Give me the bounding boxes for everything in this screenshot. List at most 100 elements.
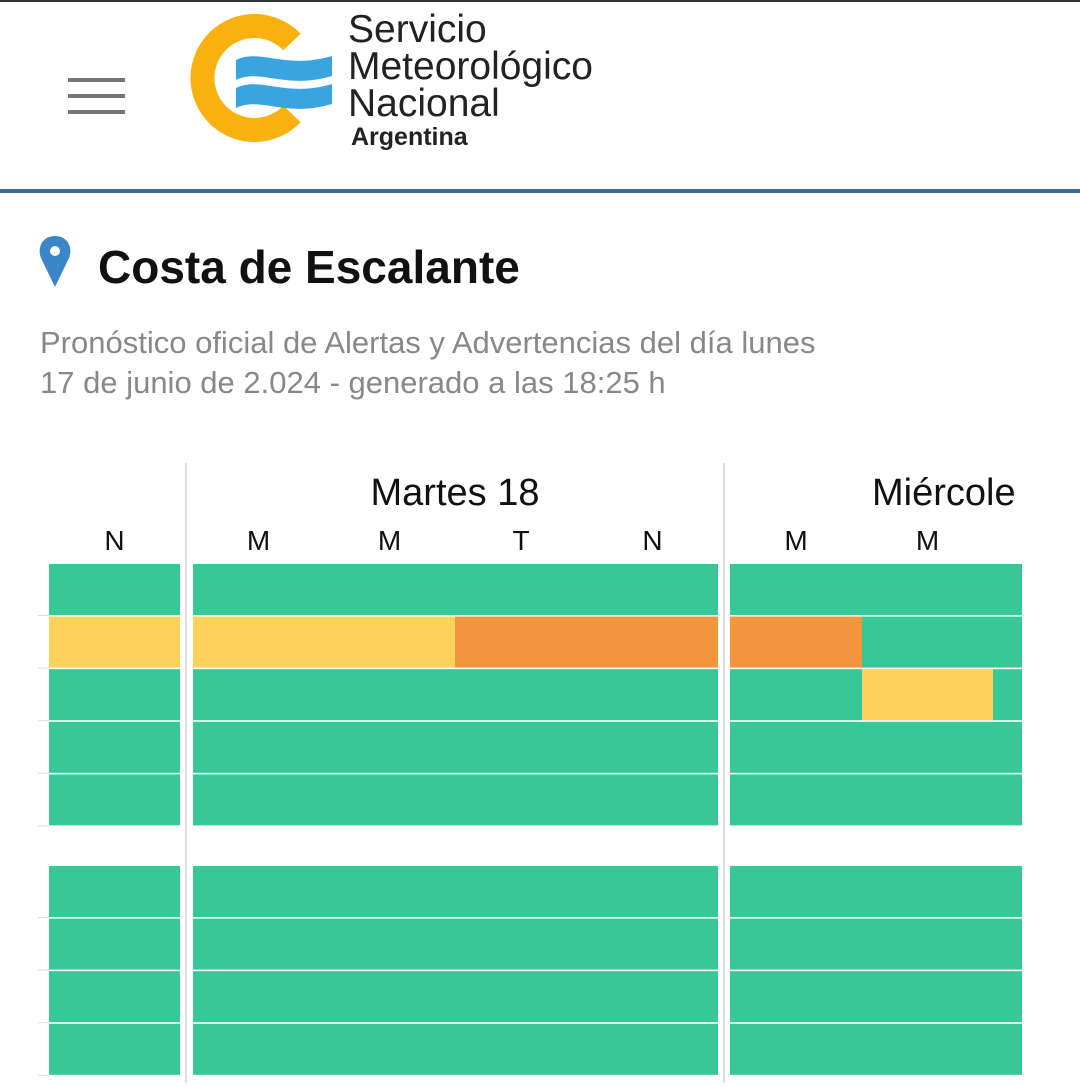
alert-cell [455, 669, 587, 721]
alert-cell [455, 616, 587, 668]
alert-cell [862, 866, 993, 917]
alert-cell [587, 971, 718, 1023]
alert-cell [993, 564, 1022, 615]
alert-grid: Martes 18 Miércole N M M T N M M [38, 472, 1022, 1076]
alert-cell [49, 1023, 180, 1075]
alert-cell [49, 564, 180, 615]
day-label: Martes 18 [371, 472, 540, 514]
alert-cell [49, 918, 180, 970]
row-guide [38, 772, 49, 774]
alert-cell [862, 669, 993, 721]
top-edge [0, 0, 1080, 2]
row-guide [38, 615, 49, 616]
alert-cell [49, 971, 180, 1023]
alert-cell [587, 918, 718, 970]
alert-cell [324, 918, 455, 970]
logo-text: Nacional [348, 82, 500, 125]
alert-cell [49, 616, 180, 668]
alert-cell [455, 1023, 587, 1075]
row-guide [38, 969, 49, 971]
alert-cell [993, 1023, 1022, 1075]
alert-cell [193, 971, 324, 1023]
alert-cell [324, 669, 455, 721]
alert-cell [730, 669, 862, 721]
alert-cell [730, 564, 862, 615]
alert-cell [324, 1023, 455, 1075]
alert-cell [993, 669, 1022, 721]
pin-hole [50, 246, 60, 256]
alert-cell [193, 616, 324, 668]
alert-cell [730, 774, 862, 826]
location-title: Costa de Escalante [98, 241, 520, 293]
alert-cell [455, 918, 587, 970]
alert-cell [587, 774, 718, 826]
logo-country: Argentina [351, 123, 469, 151]
row-guide [38, 667, 49, 669]
row-guide [38, 720, 49, 722]
alert-cell [730, 918, 862, 970]
logo-text: Servicio [348, 8, 487, 51]
logo-text: Meteorológico [348, 45, 593, 88]
period-label: N [642, 525, 662, 556]
alert-cell [993, 866, 1022, 917]
row-guide [38, 825, 49, 827]
alert-cell [455, 564, 587, 615]
alert-cell [730, 971, 862, 1023]
alert-cell [862, 918, 993, 970]
alert-cell [587, 564, 718, 615]
alert-cell [862, 616, 993, 668]
alert-cell [455, 971, 587, 1023]
alert-cell [324, 721, 455, 773]
period-label: M [916, 525, 939, 556]
day-divider [723, 463, 725, 1083]
period-label: N [104, 525, 124, 556]
alert-cell [862, 721, 993, 773]
alert-cell [730, 616, 862, 668]
alert-cell [730, 1023, 862, 1075]
alert-cell [587, 616, 718, 668]
alert-cell [193, 669, 324, 721]
alert-cell [862, 774, 993, 826]
subtitle: 17 de junio de 2.024 - generado a las 18… [40, 365, 666, 400]
alert-cell [324, 774, 455, 826]
alert-cell [49, 866, 180, 917]
alert-cell [455, 866, 587, 917]
alert-cell [49, 721, 180, 773]
logo[interactable]: Servicio Meteorológico Nacional Argentin… [190, 8, 593, 151]
header-divider [0, 189, 1080, 193]
alert-cell [862, 564, 993, 615]
alert-cell [324, 564, 455, 615]
alert-cell [193, 866, 324, 917]
alert-cell [193, 774, 324, 826]
alert-cell [993, 918, 1022, 970]
location-pin [39, 236, 71, 287]
alert-cell [730, 866, 862, 917]
alert-cell [193, 1023, 324, 1075]
alert-cell [324, 616, 455, 668]
alert-cell [862, 1023, 993, 1075]
alert-cell [993, 616, 1022, 668]
alert-cell [193, 918, 324, 970]
alert-cell [49, 774, 180, 826]
alert-cell [993, 774, 1022, 826]
period-label: M [378, 525, 401, 556]
alert-cell [324, 866, 455, 917]
alert-cell [993, 721, 1022, 773]
alert-cell [193, 564, 324, 615]
row-guide [38, 1074, 49, 1076]
menu-button[interactable] [68, 78, 125, 114]
alert-cell [587, 721, 718, 773]
day-label: Miércole [872, 472, 1016, 514]
period-label: M [247, 525, 270, 556]
alert-cell [193, 721, 324, 773]
period-label: M [784, 525, 807, 556]
row-guide [38, 917, 49, 918]
row-guide [38, 1022, 49, 1024]
alert-cell [455, 774, 587, 826]
day-divider [185, 463, 187, 1083]
alert-cell [324, 971, 455, 1023]
period-label: T [512, 525, 529, 556]
